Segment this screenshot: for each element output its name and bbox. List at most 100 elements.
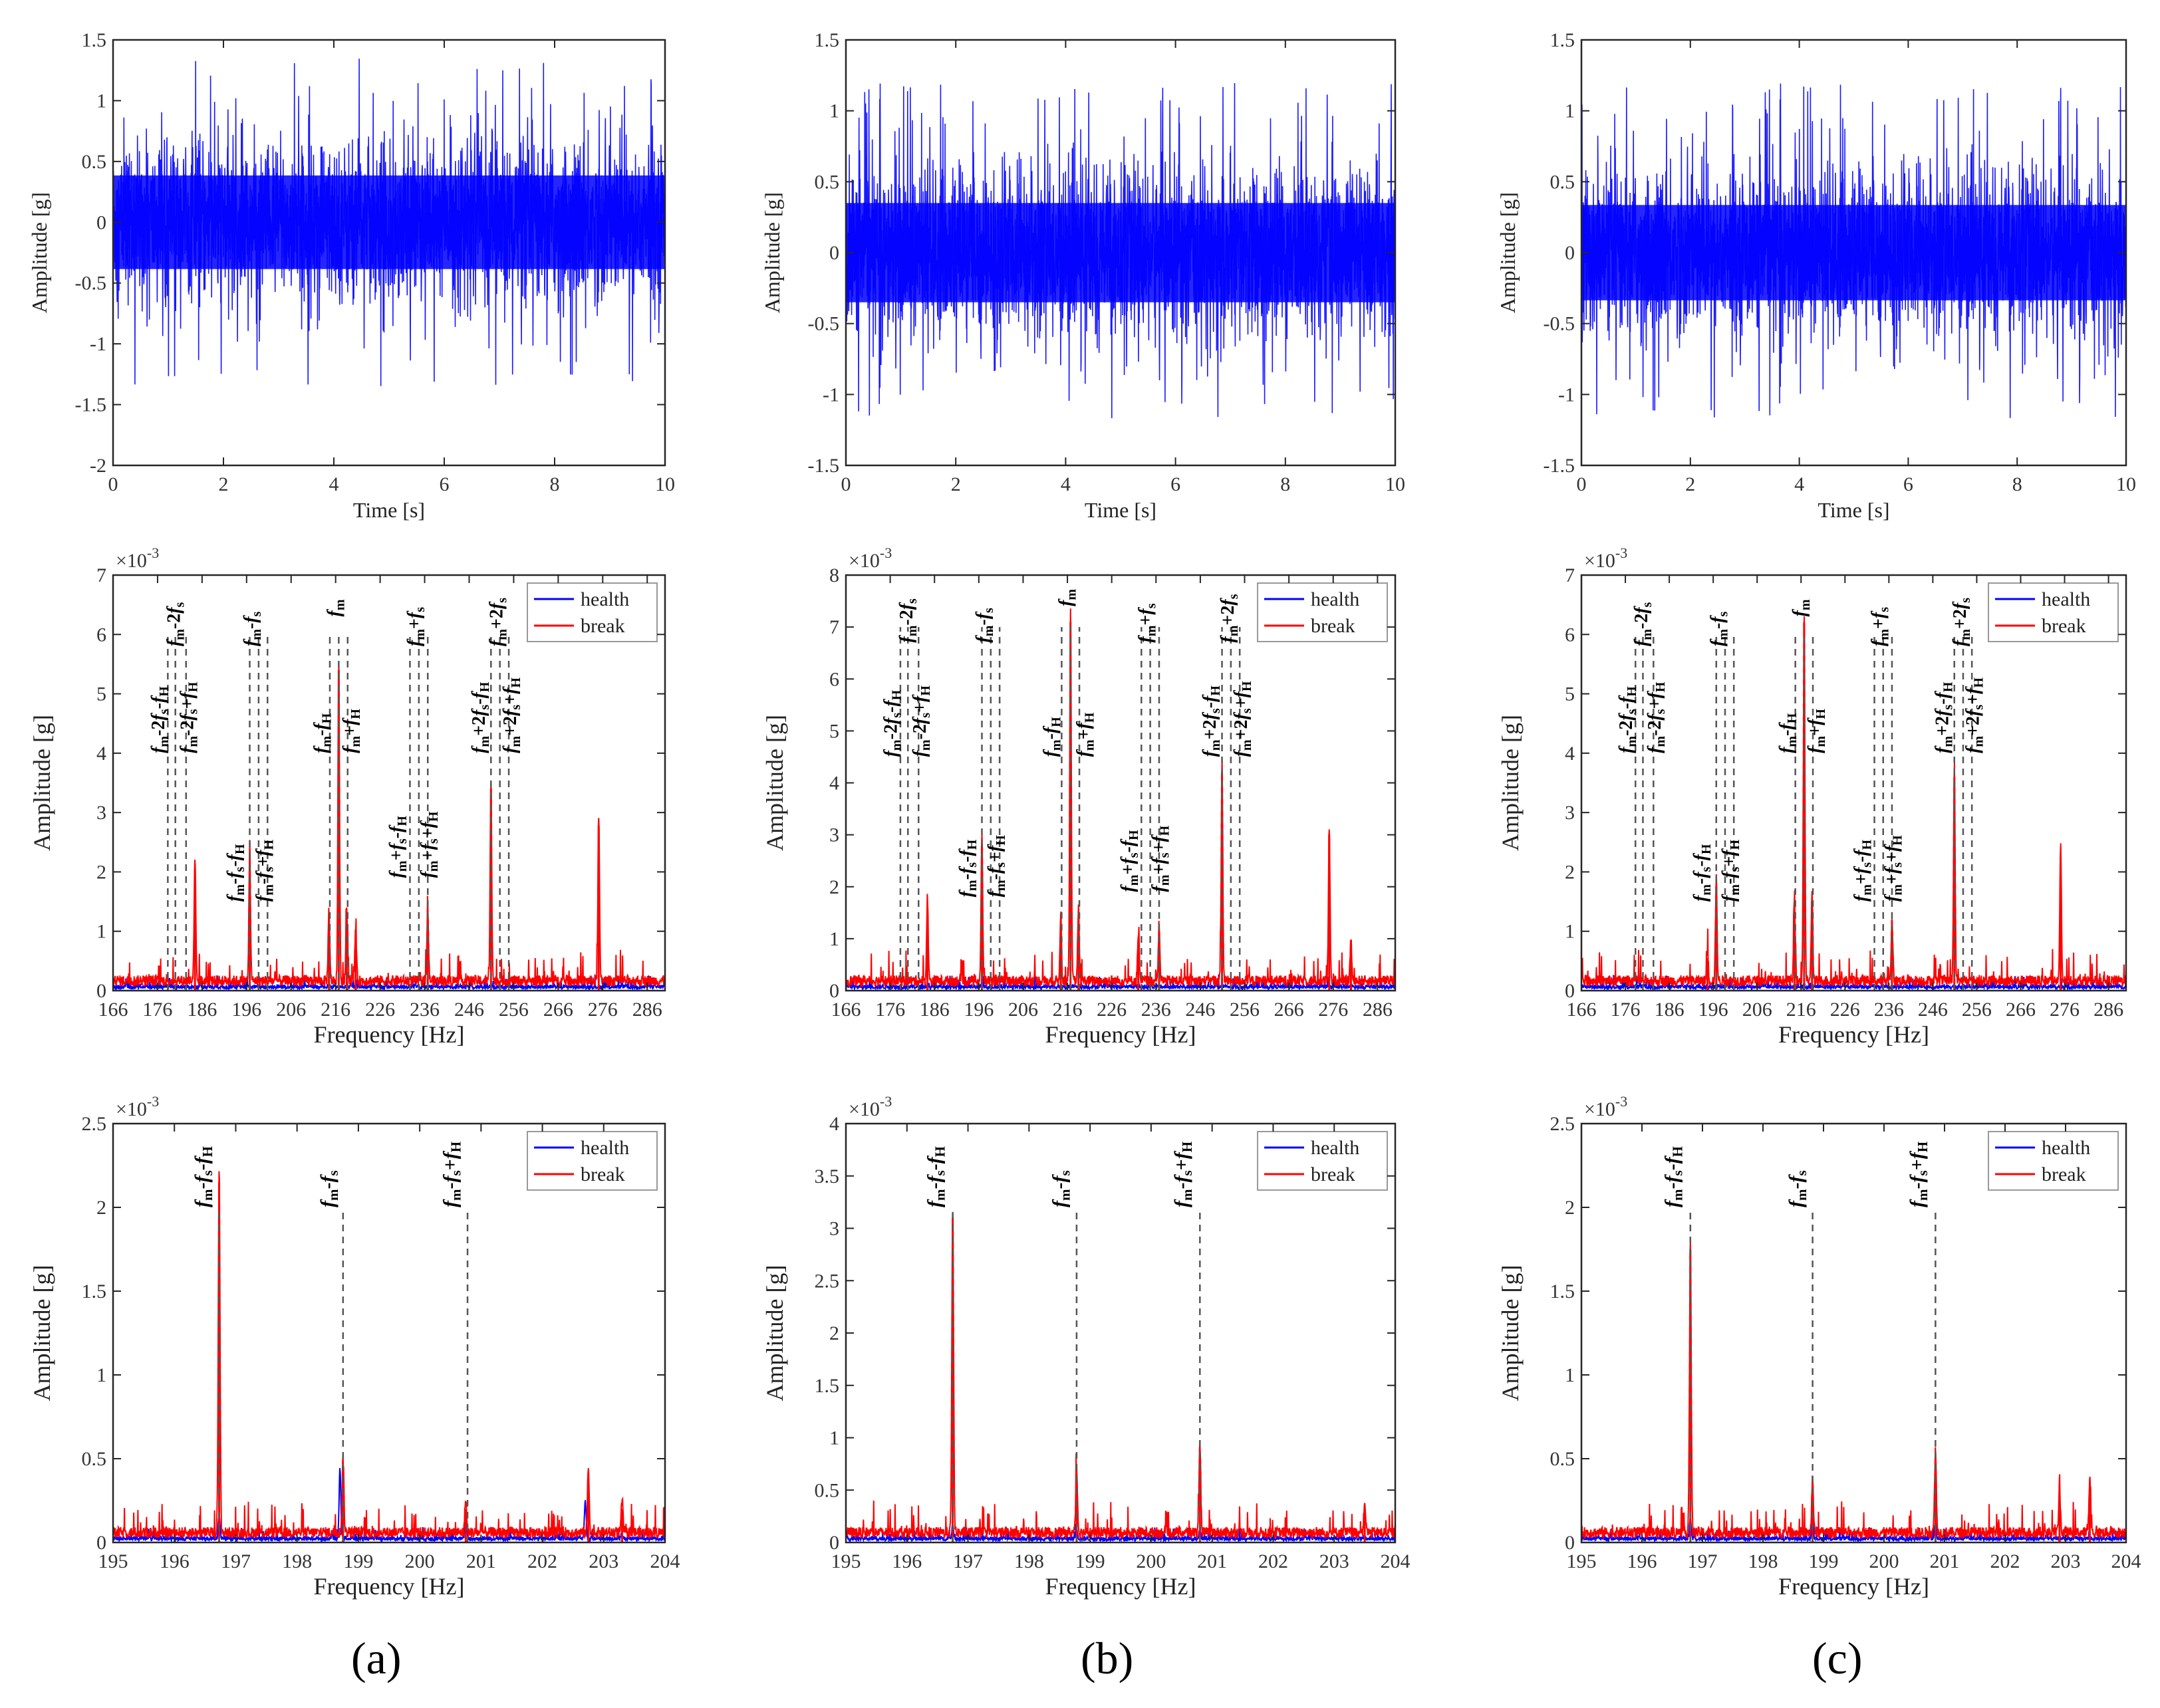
x-tick-label-4: 199 bbox=[343, 1550, 373, 1572]
annotation-0: fm-fs-fH bbox=[1661, 1146, 1686, 1207]
x-tick-label-3: 198 bbox=[1748, 1550, 1778, 1572]
legend-label-break: break bbox=[2042, 615, 2086, 637]
legend-c3: health break bbox=[1988, 1131, 2119, 1191]
x-tick-label-3: 198 bbox=[1014, 1550, 1044, 1572]
legend-label-health: health bbox=[2042, 1137, 2090, 1159]
chart-a1: 0 2 4 6 8 10 -2 -1.5 -1 -0.5 0 0.5 1 1.5 Time [s] Ampli… bbox=[27, 29, 675, 522]
chart-b3: fm-fs-fH fm-fs fm-fs+fH health break ×10-3 195… bbox=[761, 1093, 1411, 1600]
annotation-2: fm-fs+fH bbox=[439, 1142, 464, 1207]
series-line-break bbox=[846, 608, 1395, 989]
legend-box bbox=[527, 1131, 658, 1191]
plot-area-a2 bbox=[113, 634, 665, 991]
axes-frame bbox=[112, 574, 666, 992]
series-line-break bbox=[113, 1171, 665, 1540]
annotation-12: fm+2fs bbox=[1218, 594, 1241, 642]
x-tick-label-2: 197 bbox=[953, 1550, 983, 1572]
axes-frame bbox=[112, 39, 666, 467]
x-tick-label-4: 8 bbox=[550, 473, 560, 495]
y-tick-label-2: -0.5 bbox=[1544, 313, 1575, 335]
x-tick-label-0: 166 bbox=[98, 999, 128, 1021]
panel-label-c: (c) bbox=[1812, 1633, 1863, 1683]
annotation-14: fm+2fs+fH bbox=[500, 677, 523, 753]
x-tick-label-5: 216 bbox=[1786, 999, 1816, 1021]
y-tick-label-5: 2.5 bbox=[815, 1270, 840, 1292]
annotation-4: fm-fs-fH bbox=[956, 839, 980, 897]
y-tick-label-1: 0.5 bbox=[815, 1479, 840, 1501]
annotation-7: fm-fH bbox=[1776, 713, 1800, 753]
annotation-0: fm-2fs bbox=[1631, 602, 1655, 646]
y-tick-label-2: 1 bbox=[96, 1364, 106, 1386]
y-tick-label-6: 6 bbox=[1565, 624, 1575, 646]
annotation-3: fm-fs bbox=[973, 608, 996, 643]
annotation-1: fm-fs bbox=[317, 1170, 341, 1207]
y-tick-label-4: 2 bbox=[96, 1197, 106, 1219]
axis-exponent: ×10-3 bbox=[116, 545, 159, 572]
x-tick-label-4: 8 bbox=[1280, 473, 1290, 495]
x-tick-label-6: 226 bbox=[365, 999, 395, 1021]
y-tick-label-5: 1 bbox=[1565, 100, 1575, 122]
chart-c3: fm-fs-fH fm-fs fm-fs+fH health break ×10-3 195… bbox=[1497, 1093, 2141, 1600]
y-axis-label: Amplitude [g] bbox=[1497, 1265, 1524, 1402]
annotation-2: fm-2fs+fH bbox=[910, 685, 933, 757]
annotation-2: fm-fs+fH bbox=[1170, 1142, 1195, 1207]
x-axis-label: Time [s] bbox=[353, 498, 425, 522]
annotation-12: fm+2fs bbox=[1950, 598, 1973, 646]
chart-a3: fm-fs-fH fm-fs fm-fs+fH health break ×10-3 195… bbox=[29, 1093, 680, 1600]
y-tick-label-4: 0 bbox=[96, 211, 106, 233]
legend-box bbox=[1257, 582, 1388, 642]
y-tick-label-4: 4 bbox=[96, 743, 106, 765]
annotation-9: fm+fs bbox=[1869, 607, 1892, 646]
annotation-8: fm+fH bbox=[340, 709, 363, 753]
x-tick-label-9: 204 bbox=[650, 1550, 680, 1572]
x-tick-label-3: 196 bbox=[231, 999, 261, 1021]
annotation-1: fm-fs bbox=[1048, 1170, 1073, 1207]
y-tick-label-6: 1 bbox=[96, 90, 106, 112]
x-tick-label-1: 196 bbox=[892, 1550, 922, 1572]
y-tick-label-5: 5 bbox=[96, 683, 106, 705]
legend-label-health: health bbox=[581, 1137, 629, 1159]
y-axis-label: Amplitude [g] bbox=[29, 1265, 55, 1402]
legend-a3: health break bbox=[527, 1131, 658, 1191]
y-tick-label-3: 1.5 bbox=[82, 1281, 107, 1302]
y-tick-label-8: 4 bbox=[829, 1113, 839, 1135]
y-tick-label-3: 1.5 bbox=[815, 1375, 840, 1397]
y-tick-label-6: 6 bbox=[829, 668, 839, 690]
x-tick-label-3: 196 bbox=[964, 999, 994, 1021]
plot-area-c2 bbox=[1581, 616, 2126, 991]
annotation-14: fm+2fs+fH bbox=[1963, 677, 1986, 753]
annotation-13: fm+2fs-fH bbox=[469, 681, 492, 753]
legend-b2: health break bbox=[1257, 582, 1388, 642]
annotation-6: fm bbox=[1056, 589, 1079, 606]
y-axis-label: Amplitude [g] bbox=[1497, 715, 1524, 851]
series-core-band bbox=[846, 203, 1395, 303]
annotation-11: fm+fs+fH bbox=[1882, 835, 1905, 902]
chart-c1: 0 2 4 6 8 10 -1.5 -1 -0.5 0 0.5 1 1.5 Time [s] Amplitu… bbox=[1496, 29, 2136, 522]
x-tick-label-3: 6 bbox=[440, 473, 450, 495]
legend-label-break: break bbox=[2042, 1163, 2086, 1185]
x-tick-label-2: 186 bbox=[920, 999, 950, 1021]
chart-b1: 0 2 4 6 8 10 -1.5 -1 -0.5 0 0.5 1 1.5 Time [s] Amplitu… bbox=[760, 29, 1405, 522]
y-tick-label-3: 3 bbox=[1565, 802, 1575, 824]
series-core-band bbox=[1581, 205, 2126, 301]
y-tick-label-5: 2.5 bbox=[1550, 1113, 1575, 1135]
series-line-health bbox=[113, 975, 665, 991]
y-tick-label-5: 5 bbox=[829, 720, 839, 742]
y-tick-label-0: 0 bbox=[1565, 1532, 1575, 1554]
x-axis-label: Time [s] bbox=[1085, 498, 1156, 522]
annotation-0: fm-fs-fH bbox=[191, 1146, 215, 1207]
x-tick-label-8: 203 bbox=[589, 1550, 618, 1572]
x-tick-label-9: 256 bbox=[499, 999, 529, 1021]
y-tick-label-0: 0 bbox=[829, 1532, 839, 1554]
x-tick-label-5: 200 bbox=[1136, 1550, 1166, 1572]
y-tick-label-0: -1.5 bbox=[808, 455, 840, 477]
x-tick-label-12: 286 bbox=[1363, 999, 1393, 1021]
y-tick-label-6: 1.5 bbox=[815, 29, 840, 51]
annotation-8: fm+fH bbox=[1805, 709, 1828, 753]
x-tick-label-9: 256 bbox=[1230, 999, 1260, 1021]
legend-label-break: break bbox=[1311, 615, 1355, 637]
x-tick-label-9: 204 bbox=[2111, 1550, 2141, 1572]
y-tick-label-5: 5 bbox=[1565, 683, 1575, 705]
x-tick-label-10: 266 bbox=[2006, 999, 2036, 1021]
annotation-7: fm-fH bbox=[311, 713, 334, 753]
